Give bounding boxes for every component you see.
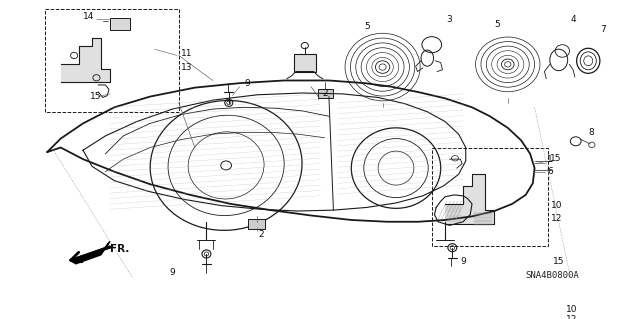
Bar — [432, 148, 548, 246]
Text: SNA4B0800A: SNA4B0800A — [525, 271, 579, 280]
Text: 6: 6 — [547, 167, 553, 176]
Text: 11: 11 — [181, 49, 193, 58]
Text: 2: 2 — [323, 89, 328, 98]
Polygon shape — [61, 38, 110, 82]
Text: 4: 4 — [570, 15, 576, 24]
Text: 2: 2 — [259, 230, 264, 239]
Text: 14: 14 — [83, 11, 95, 21]
Text: FR.: FR. — [110, 244, 129, 255]
Text: 15: 15 — [554, 256, 565, 266]
Text: 8: 8 — [588, 128, 594, 137]
Text: 15: 15 — [90, 92, 102, 101]
Text: 13: 13 — [181, 63, 193, 71]
Text: 5: 5 — [365, 22, 371, 31]
Text: 12: 12 — [550, 214, 562, 223]
Text: 12: 12 — [566, 315, 577, 319]
Text: 7: 7 — [600, 25, 606, 34]
Bar — [318, 89, 333, 98]
Text: 9: 9 — [244, 79, 250, 88]
Text: 9: 9 — [460, 256, 466, 266]
Bar — [248, 219, 264, 229]
Text: 9: 9 — [170, 268, 175, 277]
Polygon shape — [445, 174, 494, 224]
Polygon shape — [70, 241, 110, 264]
Text: 10: 10 — [566, 305, 577, 314]
Text: 3: 3 — [447, 15, 452, 24]
Bar — [294, 54, 316, 71]
Text: 15: 15 — [550, 154, 561, 163]
Text: 1: 1 — [547, 155, 553, 164]
Text: 10: 10 — [550, 201, 562, 210]
Bar — [45, 9, 179, 112]
Bar — [110, 18, 129, 30]
Text: 5: 5 — [494, 20, 500, 29]
